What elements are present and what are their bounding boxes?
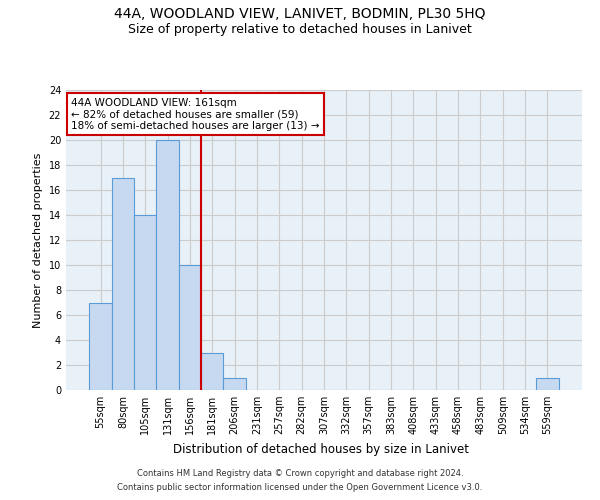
Bar: [89, 302, 112, 390]
Y-axis label: Number of detached properties: Number of detached properties: [33, 152, 43, 328]
Text: Distribution of detached houses by size in Lanivet: Distribution of detached houses by size …: [173, 442, 469, 456]
Bar: [179, 265, 201, 390]
Bar: [157, 140, 179, 390]
Bar: [112, 178, 134, 390]
Bar: [201, 352, 223, 390]
Text: Contains HM Land Registry data © Crown copyright and database right 2024.: Contains HM Land Registry data © Crown c…: [137, 468, 463, 477]
Bar: [223, 378, 246, 390]
Text: Contains public sector information licensed under the Open Government Licence v3: Contains public sector information licen…: [118, 484, 482, 492]
Text: 44A, WOODLAND VIEW, LANIVET, BODMIN, PL30 5HQ: 44A, WOODLAND VIEW, LANIVET, BODMIN, PL3…: [114, 8, 486, 22]
Text: Size of property relative to detached houses in Lanivet: Size of property relative to detached ho…: [128, 22, 472, 36]
Text: 44A WOODLAND VIEW: 161sqm
← 82% of detached houses are smaller (59)
18% of semi-: 44A WOODLAND VIEW: 161sqm ← 82% of detac…: [71, 98, 320, 130]
Bar: [134, 215, 157, 390]
Bar: [536, 378, 559, 390]
